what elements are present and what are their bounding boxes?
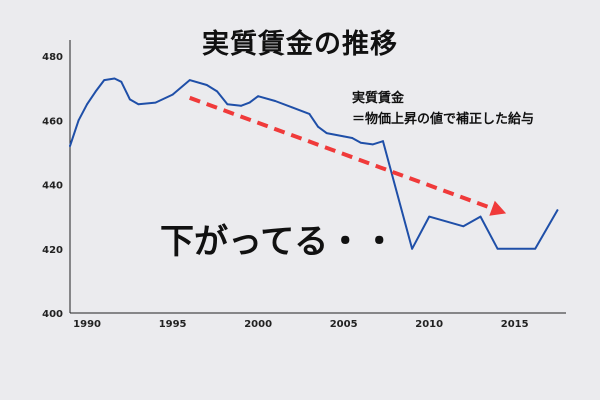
data-point-30: [462, 225, 465, 228]
y-tick-label-480: 480: [42, 52, 63, 63]
data-point-32: [496, 247, 499, 250]
annotation: 実質賃金 ＝物価上昇の値で補正した給与: [352, 88, 534, 130]
chart-title: 実質賃金の推移: [202, 29, 398, 60]
data-point-3: [94, 90, 97, 93]
data-point-5: [113, 77, 116, 80]
data-point-24: [351, 137, 354, 139]
data-point-12: [205, 84, 208, 86]
data-point-8: [137, 103, 140, 106]
data-point-33: [534, 247, 537, 250]
data-point-26: [371, 143, 374, 146]
series-group: [69, 77, 559, 250]
data-point-2: [86, 103, 89, 106]
x-tick-label-2015: 2015: [501, 319, 529, 330]
data-point-22: [325, 132, 328, 135]
data-point-13: [216, 90, 218, 93]
data-point-34: [556, 209, 559, 212]
trend-arrow-group: [189, 95, 507, 216]
data-point-25: [359, 141, 362, 144]
data-point-19: [291, 106, 294, 109]
data-point-9: [154, 101, 157, 104]
x-tick-label-1995: 1995: [159, 319, 187, 330]
data-point-7: [128, 98, 131, 101]
annotation-line-1: 実質賃金: [352, 91, 405, 106]
y-tick-label-420: 420: [42, 245, 63, 256]
data-point-1: [77, 119, 80, 122]
trend-arrow-head: [489, 200, 507, 216]
data-point-0: [69, 145, 71, 147]
axis-ticks: 400 420 440 460 480 1990 1995 2000 2005 2010 2015: [42, 52, 529, 330]
data-point-18: [274, 100, 277, 102]
data-point-6: [120, 80, 123, 83]
y-tick-label-460: 460: [42, 116, 63, 127]
x-tick-label-2005: 2005: [330, 319, 358, 330]
trend-caption: 下がってる・・: [160, 222, 397, 262]
data-point-14: [226, 103, 229, 106]
y-tick-label-400: 400: [42, 309, 63, 320]
data-point-23: [342, 135, 345, 138]
data-point-29: [428, 215, 431, 218]
data-point-21: [317, 125, 319, 128]
data-point-31: [479, 215, 482, 218]
x-tick-label-2000: 2000: [244, 319, 272, 330]
data-point-16: [248, 101, 251, 104]
x-tick-label-1990: 1990: [73, 319, 101, 330]
data-point-11: [188, 79, 191, 82]
x-tick-label-2010: 2010: [415, 319, 443, 330]
data-point-28: [411, 247, 413, 250]
data-point-10: [171, 93, 174, 96]
data-point-4: [103, 79, 106, 82]
data-point-27: [382, 140, 384, 143]
data-point-15: [240, 104, 242, 107]
data-point-17: [257, 95, 260, 98]
y-tick-label-440: 440: [42, 181, 63, 192]
data-point-20: [308, 112, 311, 115]
annotation-line-2: ＝物価上昇の値で補正した給与: [352, 112, 535, 127]
chart-axes: [69, 40, 566, 314]
